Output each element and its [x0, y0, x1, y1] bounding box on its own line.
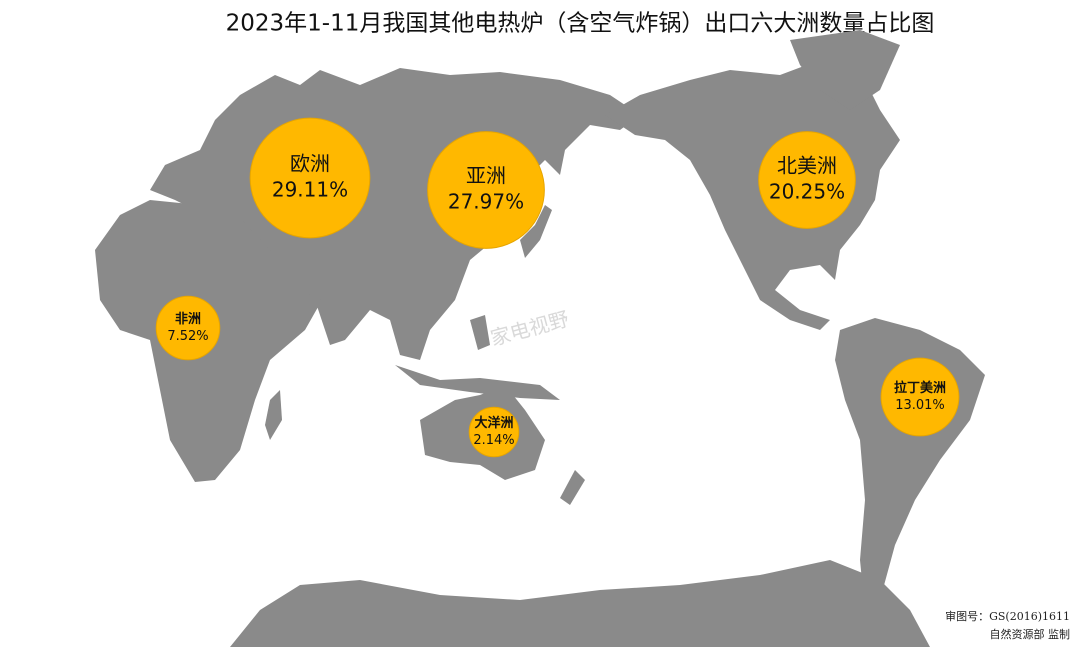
- land-antarctica: [230, 560, 930, 647]
- land-greenland: [790, 30, 900, 110]
- land-north-america: [605, 60, 900, 330]
- bubble-name: 北美洲: [777, 154, 837, 178]
- bubble-name: 亚洲: [466, 164, 506, 188]
- bubble: [468, 406, 520, 458]
- bubble-value: 2.14%: [473, 433, 514, 448]
- watermark: 家电视野: [488, 307, 571, 351]
- bubble-value: 27.97%: [448, 190, 524, 214]
- world-map: [95, 30, 985, 647]
- bubble-value: 29.11%: [272, 178, 348, 202]
- bubble: [155, 295, 221, 361]
- chart-title: 2023年1-11月我国其他电热炉（含空气炸锅）出口六大洲数量占比图: [226, 11, 935, 37]
- bubble: [758, 131, 856, 229]
- land-japan: [520, 205, 552, 258]
- bubble: [880, 357, 960, 437]
- bubble-value: 20.25%: [769, 180, 845, 204]
- bubble: [427, 131, 545, 249]
- bubble-name: 大洋洲: [474, 415, 513, 431]
- land-philippines: [470, 315, 490, 350]
- bubble-name: 非洲: [175, 311, 201, 327]
- bubble-value: 7.52%: [167, 329, 208, 344]
- footer-line: 审图号：GS(2016)1611: [945, 609, 1070, 623]
- bubble-name: 拉丁美洲: [894, 380, 946, 396]
- land-madagascar: [265, 390, 282, 440]
- land-new-zealand: [560, 470, 585, 505]
- bubble-value: 13.01%: [895, 398, 945, 413]
- bubble-name: 欧洲: [290, 152, 330, 176]
- land-indonesia: [395, 365, 560, 400]
- bubble: [249, 117, 371, 239]
- footer-line: 自然资源部 监制: [990, 627, 1071, 641]
